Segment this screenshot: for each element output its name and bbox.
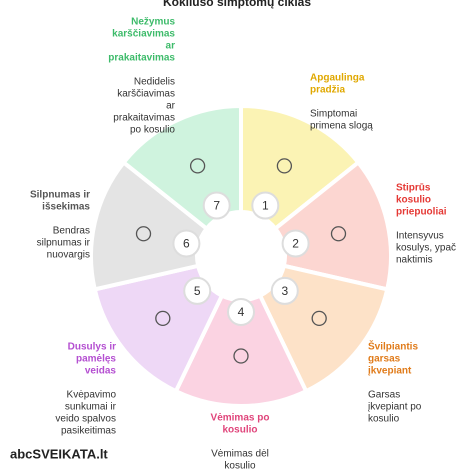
number-badge — [251, 191, 280, 220]
step-title: Švilpiantis — [368, 340, 418, 353]
step-title: pamėlęs — [76, 354, 116, 365]
step-text: sunkumai ir — [65, 402, 117, 413]
step-number: 2 — [292, 237, 299, 251]
step-title: Vėmimas po — [211, 413, 270, 424]
step-text: nuovargis — [47, 250, 90, 261]
step-text: įkvepiant po — [368, 402, 422, 413]
number-badge — [202, 191, 231, 220]
step-number: 6 — [183, 237, 190, 251]
number-badge — [227, 298, 255, 326]
number-badge — [172, 229, 201, 258]
diagram-title: Kokliušo simptomų ciklas — [163, 0, 311, 9]
step-text: Garsas — [368, 390, 400, 401]
step-title: išsekimas — [42, 202, 90, 213]
segment — [89, 159, 210, 292]
icon — [233, 348, 249, 364]
step-title: priepuoliai — [396, 207, 447, 218]
step-title: Nežymus — [131, 17, 175, 28]
step-text: po kosulio — [130, 125, 175, 136]
step-text: Bendras — [53, 226, 90, 237]
footer: abcSVEIKATA.lt — [10, 446, 108, 461]
step-title: kosulio — [222, 425, 257, 436]
step-text: Nedidelis — [134, 77, 175, 88]
step-text: Kvėpavimo — [67, 390, 117, 401]
icon — [276, 158, 293, 174]
icon — [189, 158, 206, 174]
step-number: 7 — [213, 199, 220, 213]
step-text: veido spalvos — [55, 414, 116, 425]
step-title: Stiprūs — [396, 183, 431, 194]
icon — [155, 310, 171, 326]
step-title: Dusulys ir — [68, 342, 116, 353]
step-title: veidas — [85, 366, 117, 377]
icon — [311, 310, 327, 326]
step-title: pradžia — [310, 85, 345, 96]
step-title: Apgaulinga — [310, 73, 365, 84]
step-text: pasikeitimas — [61, 426, 116, 437]
step-text: primena slogą — [310, 121, 373, 132]
step-text: silpnumas ir — [37, 238, 91, 249]
step-title: įkvepiant — [368, 366, 412, 377]
step-text: Simptomai — [310, 109, 357, 120]
number-badge — [270, 276, 299, 305]
step-text: kosulys, ypač — [396, 243, 456, 254]
step-title: prakaitavimas — [108, 53, 175, 64]
segment — [173, 292, 309, 408]
icon — [330, 226, 347, 242]
step-text: kosulio — [224, 461, 256, 472]
step-number: 5 — [194, 284, 201, 298]
step-title: ar — [166, 41, 176, 52]
step-title: kosulio — [396, 195, 431, 206]
step-text: karščiavimas — [117, 89, 175, 100]
step-title: karščiavimas — [112, 29, 175, 40]
number-badge — [183, 276, 212, 305]
step-number: 4 — [238, 305, 245, 319]
step-text: ar — [166, 101, 176, 112]
icon — [135, 226, 152, 242]
step-text: Intensyvus — [396, 231, 444, 242]
step-text: naktimis — [396, 255, 433, 266]
number-badge — [281, 229, 310, 258]
step-number: 1 — [262, 199, 269, 213]
step-text: Vėmimas dėl — [211, 449, 269, 460]
step-text: kosulio — [368, 414, 400, 425]
step-number: 3 — [281, 284, 288, 298]
step-text: prakaitavimas — [113, 113, 175, 124]
step-title: garsas — [368, 354, 401, 365]
step-title: Silpnumas ir — [30, 190, 90, 201]
segment — [272, 159, 393, 292]
